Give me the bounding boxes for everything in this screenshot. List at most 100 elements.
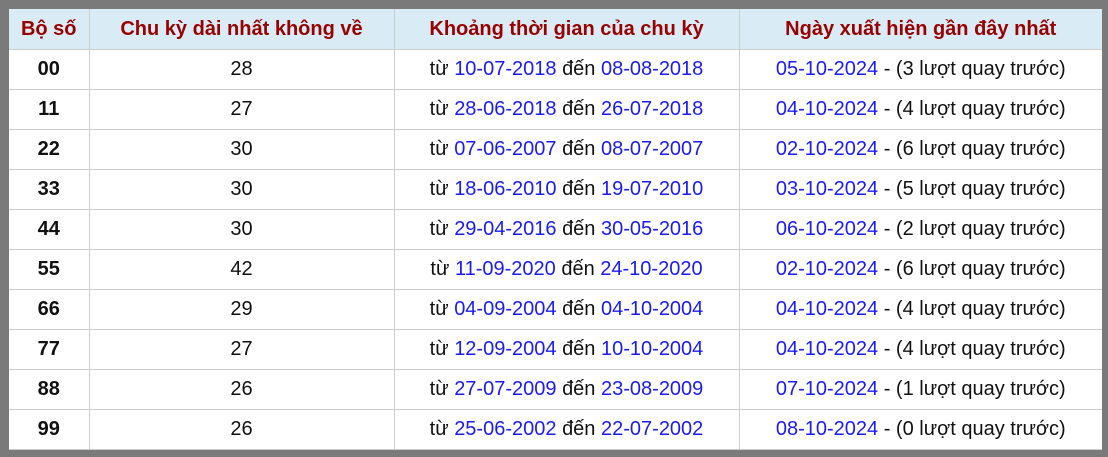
from-label: từ <box>429 418 449 440</box>
number-cell: 99 <box>9 409 90 450</box>
end-date: 08-07-2007 <box>601 138 704 160</box>
end-date: 10-10-2004 <box>601 338 704 360</box>
separator: - <box>878 98 896 120</box>
last-seen-cell: 08-10-2024 - (0 lượt quay trước) <box>738 409 1102 450</box>
to-label: đến <box>562 338 596 360</box>
start-date: 10-07-2018 <box>454 58 557 80</box>
draws-ago: 4 <box>902 298 914 320</box>
last-seen-cell: 06-10-2024 - (2 lượt quay trước) <box>738 209 1102 250</box>
start-date: 27-07-2009 <box>454 378 557 400</box>
last-date: 02-10-2024 <box>775 138 879 160</box>
draws-ago: 5 <box>902 178 914 200</box>
period-cell: từ 04-09-2004 đến 04-10-2004 <box>393 289 740 330</box>
draws-ago-label: lượt quay trước <box>919 258 1059 280</box>
separator: - <box>878 138 896 160</box>
last-date: 04-10-2024 <box>775 298 879 320</box>
table-row: 55 42 từ 11-09-2020 đến 24-10-2020 02-10-20… <box>9 249 1102 290</box>
last-date: 08-10-2024 <box>775 418 879 440</box>
to-label: đến <box>562 178 596 200</box>
cycle-cell: 30 <box>88 169 395 210</box>
separator: - <box>878 418 896 440</box>
separator: - <box>878 338 896 360</box>
table-row: 11 27 từ 28-06-2018 đến 26-07-2018 04-10-20… <box>9 89 1102 130</box>
cycle-cell: 26 <box>88 409 395 450</box>
draws-ago-label: lượt quay trước <box>919 98 1059 120</box>
table-row: 99 26 từ 25-06-2002 đến 22-07-2002 08-10-20… <box>9 409 1102 450</box>
number-cell: 22 <box>9 129 90 170</box>
from-label: từ <box>429 218 449 240</box>
last-seen-cell: 04-10-2024 - (4 lượt quay trước) <box>738 289 1102 330</box>
to-label: đến <box>562 298 596 320</box>
to-label: đến <box>562 58 596 80</box>
number-cell: 00 <box>9 49 90 90</box>
period-cell: từ 10-07-2018 đến 08-08-2018 <box>393 49 740 90</box>
from-label: từ <box>429 378 449 400</box>
table-row: 77 27 từ 12-09-2004 đến 10-10-2004 04-10-20… <box>9 329 1102 370</box>
draws-ago: 0 <box>902 418 914 440</box>
draws-ago-label: lượt quay trước <box>919 338 1059 360</box>
start-date: 07-06-2007 <box>454 138 557 160</box>
to-label: đến <box>562 218 596 240</box>
number-cell: 77 <box>9 329 90 370</box>
start-date: 04-09-2004 <box>454 298 557 320</box>
last-date: 05-10-2024 <box>775 58 879 80</box>
last-seen-cell: 05-10-2024 - (3 lượt quay trước) <box>738 49 1102 90</box>
start-date: 12-09-2004 <box>454 338 557 360</box>
draws-ago: 2 <box>902 218 914 240</box>
to-label: đến <box>562 378 596 400</box>
start-date: 11-09-2020 <box>454 258 556 280</box>
header-last-seen: Ngày xuất hiện gần đây nhất <box>738 9 1102 50</box>
draws-ago-label: lượt quay trước <box>919 178 1059 200</box>
start-date: 25-06-2002 <box>454 418 557 440</box>
table-header: Bộ số Chu kỳ dài nhất không về Khoảng th… <box>9 9 1102 50</box>
start-date: 18-06-2010 <box>454 178 557 200</box>
number-cell: 44 <box>9 209 90 250</box>
header-period: Khoảng thời gian của chu kỳ <box>393 9 740 50</box>
draws-ago-label: lượt quay trước <box>919 298 1059 320</box>
cycle-cell: 27 <box>88 329 395 370</box>
separator: - <box>878 258 896 280</box>
header-cycle: Chu kỳ dài nhất không về <box>88 9 395 50</box>
to-label: đến <box>562 98 596 120</box>
last-seen-cell: 07-10-2024 - (1 lượt quay trước) <box>738 369 1102 410</box>
table-row: 00 28 từ 10-07-2018 đến 08-08-2018 05-10-20… <box>9 49 1102 90</box>
end-date: 22-07-2002 <box>601 418 704 440</box>
end-date: 08-08-2018 <box>601 58 704 80</box>
cycle-cell: 42 <box>88 249 395 290</box>
period-cell: từ 27-07-2009 đến 23-08-2009 <box>393 369 740 410</box>
longest-gap-table: Bộ số Chu kỳ dài nhất không về Khoảng th… <box>9 9 1102 450</box>
cycle-cell: 27 <box>88 89 395 130</box>
end-date: 04-10-2004 <box>601 298 704 320</box>
table-row: 33 30 từ 18-06-2010 đến 19-07-2010 03-10-20… <box>9 169 1102 210</box>
draws-ago: 6 <box>902 138 914 160</box>
from-label: từ <box>429 58 449 80</box>
separator: - <box>878 58 896 80</box>
end-date: 26-07-2018 <box>601 98 704 120</box>
table-row: 88 26 từ 27-07-2009 đến 23-08-2009 07-10-20… <box>9 369 1102 410</box>
from-label: từ <box>429 338 449 360</box>
end-date: 30-05-2016 <box>601 218 704 240</box>
last-date: 04-10-2024 <box>775 98 879 120</box>
period-cell: từ 07-06-2007 đến 08-07-2007 <box>393 129 740 170</box>
stats-table-container: Bộ số Chu kỳ dài nhất không về Khoảng th… <box>9 9 1102 450</box>
table-row: 66 29 từ 04-09-2004 đến 04-10-2004 04-10-20… <box>9 289 1102 330</box>
period-cell: từ 28-06-2018 đến 26-07-2018 <box>393 89 740 130</box>
from-label: từ <box>429 178 449 200</box>
period-cell: từ 12-09-2004 đến 10-10-2004 <box>393 329 740 370</box>
to-label: đến <box>561 258 595 280</box>
draws-ago-label: lượt quay trước <box>919 418 1059 440</box>
draws-ago-label: lượt quay trước <box>919 378 1059 400</box>
last-date: 04-10-2024 <box>775 338 879 360</box>
draws-ago: 1 <box>902 378 914 400</box>
period-cell: từ 18-06-2010 đến 19-07-2010 <box>393 169 740 210</box>
header-number: Bộ số <box>9 9 90 50</box>
number-cell: 66 <box>9 289 90 330</box>
table-row: 22 30 từ 07-06-2007 đến 08-07-2007 02-10-20… <box>9 129 1102 170</box>
draws-ago-label: lượt quay trước <box>919 58 1059 80</box>
period-cell: từ 29-04-2016 đến 30-05-2016 <box>393 209 740 250</box>
end-date: 23-08-2009 <box>601 378 704 400</box>
table-row: 44 30 từ 29-04-2016 đến 30-05-2016 06-10-20… <box>9 209 1102 250</box>
number-cell: 33 <box>9 169 90 210</box>
to-label: đến <box>562 418 596 440</box>
cycle-cell: 28 <box>88 49 395 90</box>
